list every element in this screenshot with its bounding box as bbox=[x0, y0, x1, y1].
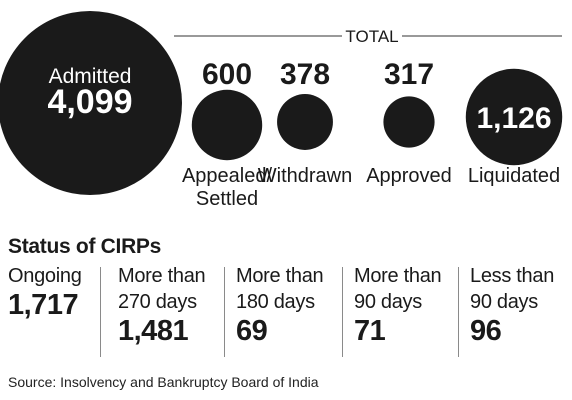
status-column: More than 90 days 71 bbox=[354, 263, 442, 357]
outcome-bubble-3 bbox=[465, 68, 563, 166]
status-label: More than 90 days bbox=[354, 265, 442, 313]
outcome-bubble-0 bbox=[191, 89, 263, 161]
column-divider bbox=[342, 267, 343, 357]
outcome-bubble-1 bbox=[277, 94, 333, 150]
outcome-label-3: Liquidated bbox=[468, 165, 560, 187]
status-label: Ongoing bbox=[8, 265, 82, 287]
column-divider bbox=[224, 267, 225, 357]
column-divider bbox=[458, 267, 459, 357]
status-column: More than 270 days 1,481 bbox=[118, 263, 206, 357]
outcome-label-0-0: Appealed/ bbox=[182, 165, 273, 187]
status-label: More than 180 days bbox=[236, 265, 324, 313]
outcome-value-3: 1,126 bbox=[476, 102, 551, 135]
outcome-value-0: 600 bbox=[202, 58, 252, 91]
outcome-value-1: 378 bbox=[280, 58, 330, 91]
source-note: Source: Insolvency and Bankruptcy Board … bbox=[8, 374, 319, 390]
status-label: Less than 90 days bbox=[470, 265, 555, 313]
status-label: More than 270 days bbox=[118, 265, 206, 313]
column-divider bbox=[100, 267, 101, 357]
outcome-label-2: Approved bbox=[366, 165, 452, 187]
status-value: 1,481 bbox=[118, 315, 189, 347]
outcome-label-1: Withdrawn bbox=[258, 165, 352, 187]
status-value: 96 bbox=[470, 315, 502, 347]
status-column: Ongoing 1,717 bbox=[8, 263, 82, 357]
status-value: 1,717 bbox=[8, 289, 79, 321]
outcome-bubble-2 bbox=[383, 96, 435, 148]
status-value: 71 bbox=[354, 315, 386, 347]
admitted-value: 4,099 bbox=[47, 83, 132, 121]
outcome-value-2: 317 bbox=[384, 58, 434, 91]
status-table: Ongoing 1,717 More than 270 days 1,481 More … bbox=[0, 263, 572, 361]
status-column: Less than 90 days 96 bbox=[470, 263, 554, 357]
admitted-label: Admitted bbox=[49, 65, 132, 88]
total-title: TOTAL bbox=[345, 27, 398, 46]
status-column: More than 180 days 69 bbox=[236, 263, 324, 357]
admitted-bubble bbox=[0, 11, 182, 195]
status-title: Status of CIRPs bbox=[8, 235, 162, 258]
outcome-label-0-1: Settled bbox=[196, 188, 258, 210]
status-value: 69 bbox=[236, 315, 268, 347]
